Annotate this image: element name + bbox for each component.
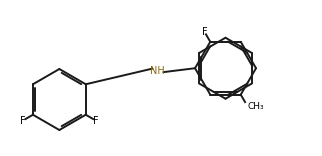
Text: CH₃: CH₃	[248, 102, 264, 111]
Text: NH: NH	[150, 66, 165, 76]
Text: F: F	[93, 116, 99, 126]
Text: F: F	[202, 27, 207, 37]
Text: F: F	[20, 116, 25, 126]
